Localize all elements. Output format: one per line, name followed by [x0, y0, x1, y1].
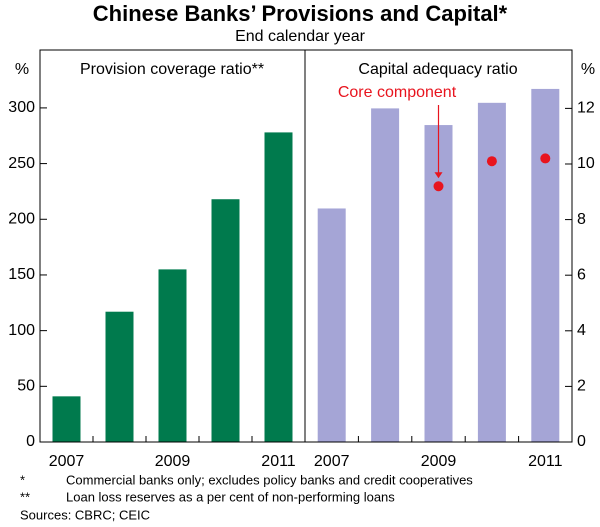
bar	[211, 199, 240, 442]
annotation-arrowhead	[434, 172, 443, 179]
y-tick-label: 300	[8, 99, 35, 116]
y-tick-label: 12	[577, 100, 595, 117]
chart-subtitle: End calendar year	[235, 28, 366, 45]
x-tick-label: 2011	[261, 453, 296, 470]
y-axis-label: %	[15, 61, 29, 78]
y-axis-label: %	[581, 61, 595, 78]
annotation: Core component	[338, 84, 457, 101]
x-tick-label: 2009	[421, 453, 457, 470]
footnote-mark: **	[20, 489, 30, 504]
footnote: Commercial banks only; excludes policy b…	[66, 472, 473, 487]
point	[486, 156, 497, 167]
y-tick-label: 2	[577, 378, 586, 395]
footnote: Loan loss reserves as a per cent of non-…	[66, 489, 395, 504]
bar	[531, 88, 560, 442]
x-tick-label: 2011	[528, 453, 563, 470]
bar	[477, 102, 506, 442]
bar	[371, 108, 400, 442]
bar	[264, 132, 293, 442]
bar	[158, 269, 187, 442]
bar	[52, 396, 81, 442]
y-tick-label: 200	[8, 210, 35, 227]
panel-title: Capital adequacy ratio	[358, 61, 517, 78]
y-tick-label: 8	[577, 211, 586, 228]
y-tick-label: 50	[17, 378, 35, 395]
y-tick-label: 100	[8, 322, 35, 339]
y-tick-label: 0	[26, 433, 35, 450]
panel-title: Provision coverage ratio**	[80, 61, 264, 78]
plot-frame	[39, 49, 573, 443]
point	[540, 153, 551, 164]
x-tick-label: 2007	[314, 453, 350, 470]
x-tick-label: 2009	[155, 453, 191, 470]
sources: Sources: CBRC; CEIC	[20, 507, 150, 522]
x-tick-label: 2007	[49, 453, 85, 470]
y-tick-label: 10	[577, 155, 595, 172]
y-tick-label: 250	[8, 155, 35, 172]
y-tick-label: 4	[577, 322, 586, 339]
chart-title: Chinese Banks’ Provisions and Capital*	[93, 1, 508, 26]
footnote-mark: *	[20, 472, 25, 487]
bar	[105, 311, 134, 442]
y-tick-label: 0	[577, 433, 586, 450]
point	[433, 181, 444, 192]
bar	[317, 208, 346, 442]
y-tick-label: 6	[577, 266, 586, 283]
y-tick-label: 150	[8, 266, 35, 283]
